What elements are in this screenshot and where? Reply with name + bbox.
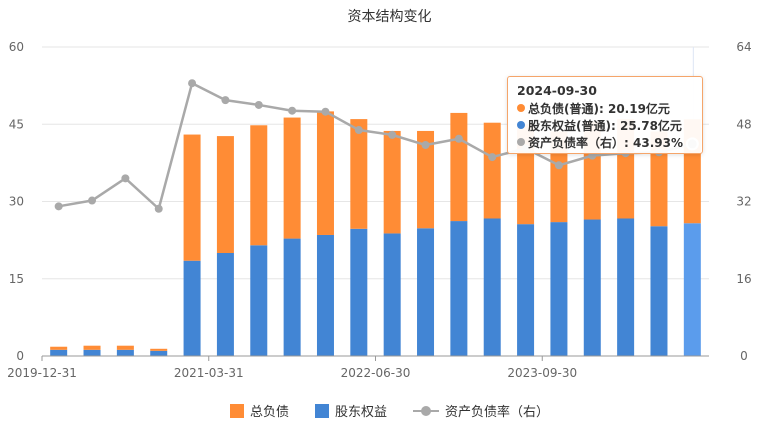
bar-equity bbox=[550, 222, 568, 356]
bar-equity bbox=[316, 234, 334, 356]
ratio-point bbox=[121, 174, 130, 183]
tooltip-row-equity: 股东权益(普通): 25.78亿元 bbox=[517, 118, 693, 135]
bar-debt bbox=[283, 117, 301, 239]
ratio-point bbox=[388, 130, 397, 139]
tooltip-debt-label: 总负债(普通) bbox=[528, 102, 599, 116]
debt-dot-icon bbox=[517, 104, 525, 112]
y-right-tick-label: 16 bbox=[736, 272, 751, 286]
ratio-point bbox=[54, 202, 63, 211]
ratio-point bbox=[154, 204, 163, 213]
bar-equity bbox=[183, 260, 201, 356]
ratio-point bbox=[88, 196, 97, 205]
bar-equity bbox=[583, 219, 601, 356]
legend-debt-label: 总负债 bbox=[249, 405, 289, 420]
y-left-tick-label: 15 bbox=[9, 272, 24, 286]
y-left-tick-label: 45 bbox=[9, 117, 24, 131]
bar-equity bbox=[250, 245, 268, 356]
ratio-line-icon bbox=[413, 404, 439, 418]
legend-item-equity[interactable]: 股东权益 bbox=[314, 401, 387, 420]
ratio-point bbox=[354, 126, 363, 135]
debt-swatch-icon bbox=[229, 403, 244, 418]
bar-debt bbox=[250, 125, 268, 246]
y-right-tick-label: 48 bbox=[736, 117, 751, 131]
bar-debt bbox=[183, 134, 201, 261]
bar-equity bbox=[283, 238, 301, 356]
ratio-dot-icon bbox=[517, 138, 525, 146]
ratio-point bbox=[254, 100, 263, 109]
tooltip-equity-label: 股东权益(普通) bbox=[528, 119, 611, 133]
bar-equity bbox=[483, 218, 501, 356]
bar-debt bbox=[383, 130, 401, 234]
tooltip-ratio-label: 资产负债率（右） bbox=[528, 136, 625, 150]
y-left-tick-label: 0 bbox=[16, 349, 24, 363]
legend-item-debt[interactable]: 总负债 bbox=[229, 401, 289, 420]
bar-equity bbox=[617, 218, 635, 356]
y-right-tick-label: 0 bbox=[740, 349, 748, 363]
bar-equity bbox=[116, 349, 134, 356]
bar-debt bbox=[50, 346, 68, 350]
tooltip-equity-value: 25.78亿元 bbox=[619, 119, 682, 133]
chart-legend: 总负债 股东权益 资产负债率（右） bbox=[0, 401, 779, 420]
bar-equity bbox=[450, 221, 468, 356]
bar-equity bbox=[517, 224, 535, 356]
ratio-point bbox=[321, 107, 330, 116]
x-tick-label: 2022-06-30 bbox=[341, 366, 411, 380]
tooltip-row-debt: 总负债(普通): 20.19亿元 bbox=[517, 101, 693, 118]
bar-debt bbox=[150, 348, 168, 351]
bar-equity bbox=[683, 223, 701, 356]
equity-swatch-icon bbox=[314, 403, 329, 418]
tooltip-ratio-value: 43.93% bbox=[633, 136, 683, 150]
ratio-point bbox=[188, 79, 197, 88]
bar-debt bbox=[483, 122, 501, 219]
bar-debt bbox=[550, 131, 568, 223]
tooltip-row-ratio: 资产负债率（右）: 43.93% bbox=[517, 135, 693, 152]
chart-title: 资本结构变化 bbox=[347, 9, 432, 25]
bar-equity bbox=[350, 228, 368, 356]
bar-equity bbox=[50, 349, 68, 356]
ratio-point bbox=[454, 134, 463, 143]
bar-equity bbox=[650, 226, 668, 356]
bar-debt bbox=[316, 111, 334, 235]
tooltip-debt-value: 20.19亿元 bbox=[607, 102, 670, 116]
bar-debt bbox=[450, 112, 468, 222]
bar-equity bbox=[150, 350, 168, 356]
bar-debt bbox=[116, 345, 134, 350]
x-tick-label: 2023-09-30 bbox=[507, 366, 577, 380]
legend-ratio-label: 资产负债率（右） bbox=[445, 405, 550, 420]
ratio-point bbox=[221, 96, 230, 105]
bar-equity bbox=[383, 233, 401, 356]
ratio-point bbox=[288, 106, 297, 115]
bar-debt bbox=[417, 130, 435, 229]
x-tick-label: 2021-03-31 bbox=[174, 366, 244, 380]
bar-debt bbox=[650, 131, 668, 227]
bar-debt bbox=[83, 345, 101, 350]
tooltip-title: 2024-09-30 bbox=[517, 83, 597, 98]
equity-dot-icon bbox=[517, 121, 525, 129]
ratio-line bbox=[58, 81, 693, 210]
ratio-point bbox=[488, 153, 497, 162]
bar-debt bbox=[216, 136, 234, 253]
ratio-point bbox=[554, 161, 563, 170]
legend-equity-label: 股东权益 bbox=[334, 405, 387, 420]
legend-item-ratio[interactable]: 资产负债率（右） bbox=[413, 401, 549, 420]
y-right-tick-label: 64 bbox=[736, 40, 751, 54]
y-right-tick-label: 32 bbox=[736, 195, 751, 209]
y-left-tick-label: 60 bbox=[9, 40, 24, 54]
bar-equity bbox=[417, 228, 435, 356]
bar-equity bbox=[216, 253, 234, 356]
chart-tooltip: 2024-09-30 总负债(普通): 20.19亿元 股东权益(普通): 25… bbox=[507, 76, 703, 154]
bar-debt bbox=[350, 119, 368, 229]
y-left-tick-label: 30 bbox=[9, 195, 24, 209]
bar-equity bbox=[83, 349, 101, 356]
ratio-point bbox=[421, 141, 430, 150]
x-tick-label: 2019-12-31 bbox=[7, 366, 77, 380]
